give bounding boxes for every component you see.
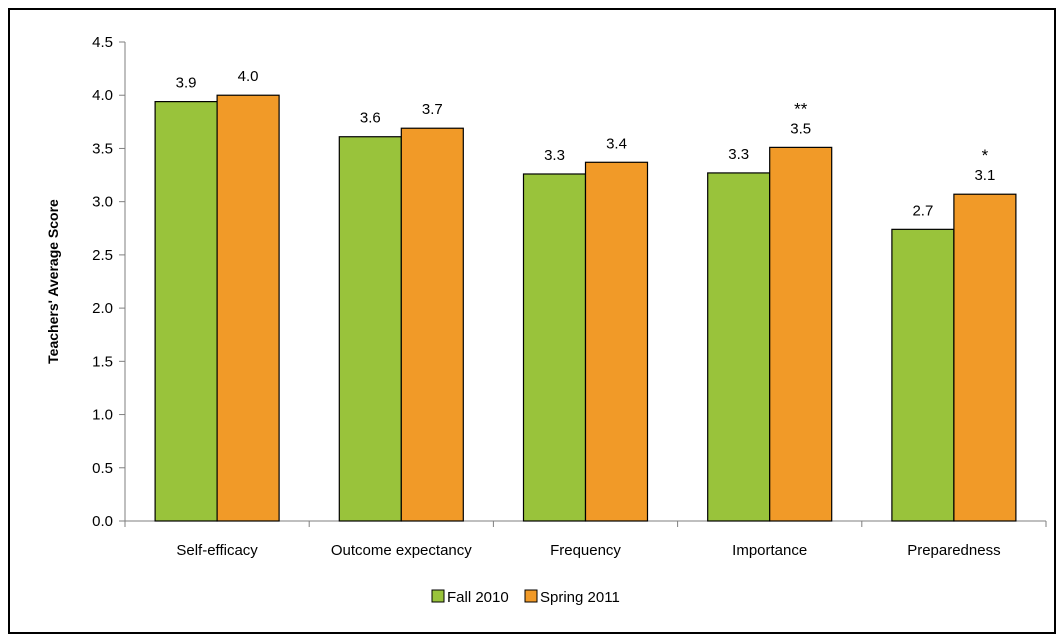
x-tick-label: Frequency — [550, 542, 621, 559]
bar-fall-2010 — [707, 172, 771, 522]
chart-frame: 0.0 0.5 1.0 1.5 2.0 2.5 3.0 3.5 4.0 4.5 Self-effic… — [8, 8, 1056, 634]
legend-swatch — [431, 589, 445, 603]
y-tick-label: 3.0 — [92, 194, 113, 211]
bar-fall-2010 — [338, 136, 402, 522]
bar-spring-2011 — [584, 161, 649, 522]
data-labels: 3.9 4.0 3.6 3.7 3.3 3.4 3.3 3.5 ** 2.7 3.1 * — [176, 68, 996, 219]
bar-fall-2010 — [154, 101, 218, 522]
data-label: 4.0 — [238, 68, 259, 85]
y-axis-title: Teachers' Average Score — [45, 199, 61, 364]
data-label: 3.4 — [606, 135, 627, 152]
x-tick-label: Preparedness — [907, 542, 1000, 559]
x-tick-label: Self-efficacy — [176, 542, 258, 559]
data-label: 3.3 — [728, 146, 749, 163]
y-tick-label: 2.0 — [92, 300, 113, 317]
bar-spring-2011 — [400, 127, 464, 522]
data-label: 3.6 — [360, 110, 381, 127]
bar-fall-2010 — [891, 228, 955, 522]
y-tick-label: 4.0 — [92, 87, 113, 104]
significance-marker: * — [982, 146, 989, 165]
y-tick-label: 0.5 — [92, 460, 113, 477]
data-label: 3.5 — [790, 120, 811, 137]
legend-label: Spring 2011 — [540, 589, 620, 606]
y-tick-label: 4.5 — [92, 34, 113, 51]
legend: Fall 2010 Spring 2011 — [431, 589, 620, 606]
bar-spring-2011 — [216, 94, 280, 522]
data-label: 2.7 — [912, 202, 933, 219]
bars — [154, 94, 1017, 522]
y-tick-label: 2.5 — [92, 247, 113, 264]
data-label: 3.3 — [544, 147, 565, 164]
legend-swatch — [524, 589, 538, 603]
y-tick-label: 1.0 — [92, 407, 113, 424]
bar-spring-2011 — [953, 193, 1017, 522]
y-tick-label: 3.5 — [92, 140, 113, 157]
bar-spring-2011 — [769, 146, 833, 522]
bar-chart: 0.0 0.5 1.0 1.5 2.0 2.5 3.0 3.5 4.0 4.5 Self-effic… — [45, 34, 1047, 606]
x-tick-label: Importance — [732, 542, 807, 559]
significance-marker: ** — [794, 99, 808, 118]
data-label: 3.7 — [422, 101, 443, 118]
y-tick-label: 1.5 — [92, 353, 113, 370]
x-tick-label: Outcome expectancy — [331, 542, 472, 559]
data-label: 3.9 — [176, 75, 197, 92]
axes: 0.0 0.5 1.0 1.5 2.0 2.5 3.0 3.5 4.0 4.5 Self-effic… — [92, 34, 1047, 559]
legend-label: Fall 2010 — [447, 589, 509, 606]
y-tick-label: 0.0 — [92, 513, 113, 530]
data-label: 3.1 — [974, 167, 995, 184]
bar-fall-2010 — [522, 173, 587, 522]
